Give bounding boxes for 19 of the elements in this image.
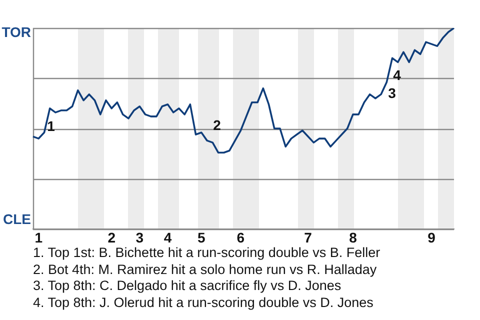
x-tick-label: 2 [108, 229, 116, 246]
x-tick-label: 3 [136, 229, 144, 246]
x-tick-label: 9 [428, 229, 436, 246]
x-tick-label: 4 [164, 229, 172, 246]
x-tick-label: 1 [34, 229, 43, 246]
annotation: 2 [213, 116, 222, 133]
text: 4. Top 8th: J. Olerud hit a run-scoring double vs D. Jones [33, 294, 374, 311]
annotation: 3 [388, 84, 396, 101]
x-tick-label: 8 [349, 229, 358, 246]
text: TOR [2, 24, 31, 40]
text: CLE [3, 210, 31, 227]
x-tick-label: 5 [198, 229, 206, 246]
annotation: 1 [47, 118, 56, 134]
annotation: 4 [393, 66, 402, 83]
x-tick-label: 6 [236, 229, 245, 246]
text: 3. Top 8th: C. Delgado hit a sacrifice fly vs D. Jones [33, 278, 342, 294]
x-tick-label: 7 [304, 229, 312, 246]
text: 2. Bot 4th: M. Ramirez hit a solo home run vs R. Halladay [33, 262, 378, 278]
text: 1. Top 1st: B. Bichette hit a run-scoring double vs B. Feller [33, 245, 380, 262]
